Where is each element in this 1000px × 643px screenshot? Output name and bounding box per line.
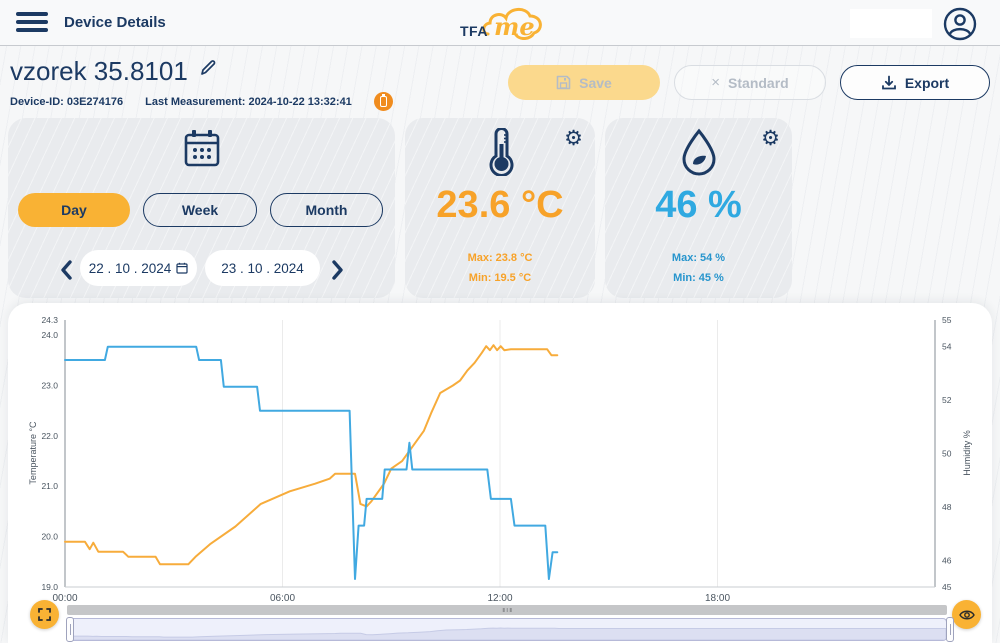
humidity-max: Max: 54 % <box>605 252 792 264</box>
calendar-small-icon[interactable] <box>176 262 188 274</box>
temperature-settings-gear-icon[interactable]: ⚙ <box>564 127 583 150</box>
humidity-card: ⚙ 46 % Max: 54 % Min: 45 % <box>605 118 792 298</box>
humidity-min: Min: 45 % <box>605 272 792 284</box>
humidity-value: 46 % <box>655 184 742 226</box>
temperature-max: Max: 23.8 °C <box>405 252 595 264</box>
menu-icon[interactable] <box>16 12 48 34</box>
top-bar: Device Details TFA me <box>0 0 1000 46</box>
export-label: Export <box>904 74 950 91</box>
calendar-icon <box>184 130 219 167</box>
series-temperature <box>64 344 559 566</box>
header-blank-panel <box>850 9 932 38</box>
device-meta-row: Device-ID: 03E274176 Last Measurement: 2… <box>10 92 393 111</box>
save-button[interactable]: Save <box>508 65 660 100</box>
last-measurement: Last Measurement: 2024-10-22 13:32:41 <box>145 95 352 108</box>
svg-text:20.0: 20.0 <box>41 532 58 542</box>
navigator-right-handle[interactable] <box>946 617 954 642</box>
standard-button[interactable]: × Standard <box>674 65 826 100</box>
series-humidity <box>64 345 559 580</box>
temperature-min-label: Min: <box>468 272 492 284</box>
expand-corners-icon <box>38 608 51 621</box>
close-icon: × <box>711 74 721 91</box>
humidity-settings-gear-icon[interactable]: ⚙ <box>761 127 780 150</box>
standard-label: Standard <box>728 74 789 91</box>
svg-text:12:00: 12:00 <box>487 593 512 603</box>
page-title: Device Details <box>64 14 166 31</box>
tab-week[interactable]: Week <box>143 193 257 227</box>
period-card: Day Week Month 22 . 10 . 2024 23 . 10 . … <box>8 118 395 298</box>
humidity-min-label: Min: <box>673 272 696 284</box>
svg-text:18:00: 18:00 <box>705 593 730 603</box>
date-to-input[interactable]: 23 . 10 . 2024 <box>205 250 320 286</box>
svg-text:55: 55 <box>942 315 952 325</box>
logo-tfa-text: TFA <box>460 23 488 39</box>
humidity-max-value: 54 % <box>699 252 726 264</box>
device-name: vzorek 35.8101 <box>10 56 188 86</box>
svg-text:52: 52 <box>942 395 952 405</box>
next-day-chevron[interactable] <box>326 258 348 282</box>
navigator-left-handle[interactable] <box>66 617 74 642</box>
temperature-max-label: Max: <box>467 252 493 264</box>
temperature-min: Min: 19.5 °C <box>405 272 595 284</box>
svg-text:24.0: 24.0 <box>41 330 58 340</box>
svg-text:50: 50 <box>942 449 952 459</box>
profile-icon[interactable] <box>943 7 977 41</box>
droplet-icon <box>681 128 716 176</box>
svg-text:06:00: 06:00 <box>270 593 295 603</box>
save-label: Save <box>579 74 612 91</box>
navigator-preview <box>68 627 946 640</box>
svg-text:46: 46 <box>942 555 952 565</box>
chart-card: 24.3 24.0 23.0 22.0 21.0 20.0 19.0 Temperature … <box>8 303 992 643</box>
humidity-min-value: 45 % <box>698 272 724 284</box>
svg-text:00:00: 00:00 <box>52 593 77 603</box>
svg-text:Temperature °C: Temperature °C <box>28 421 38 485</box>
toggle-visibility-button[interactable] <box>952 600 981 629</box>
action-buttons: Save × Standard Export <box>508 65 990 100</box>
chart-scrollbar[interactable] <box>67 605 947 615</box>
scrollbar-grip-icon[interactable] <box>502 608 512 612</box>
tab-day[interactable]: Day <box>18 193 130 227</box>
download-icon <box>881 75 896 89</box>
cloud-icon <box>482 8 542 40</box>
date-from-input[interactable]: 22 . 10 . 2024 <box>80 250 197 286</box>
pencil-icon[interactable] <box>200 59 217 76</box>
reset-zoom-button[interactable] <box>30 600 59 629</box>
temperature-min-value: 19.5 °C <box>494 272 532 284</box>
svg-text:23.0: 23.0 <box>41 380 58 390</box>
date-to-value: 23 . 10 . 2024 <box>221 260 304 276</box>
svg-text:22.0: 22.0 <box>41 431 58 441</box>
chart-range-navigator[interactable] <box>67 618 947 641</box>
date-from-value: 22 . 10 . 2024 <box>88 260 172 276</box>
export-button[interactable]: Export <box>840 65 990 100</box>
tab-month[interactable]: Month <box>270 193 383 227</box>
svg-text:48: 48 <box>942 502 952 512</box>
temperature-max-value: 23.8 °C <box>495 252 533 264</box>
thermometer-icon <box>489 128 514 176</box>
svg-text:24.3: 24.3 <box>41 315 58 325</box>
svg-text:Humidity %: Humidity % <box>962 430 972 476</box>
device-id: Device-ID: 03E274176 <box>10 95 124 108</box>
svg-text:21.0: 21.0 <box>41 481 58 491</box>
svg-text:19.0: 19.0 <box>41 582 58 592</box>
logo-me-text: me <box>494 12 535 41</box>
device-title-row: vzorek 35.8101 <box>10 56 217 87</box>
svg-text:45: 45 <box>942 582 952 592</box>
prev-day-chevron[interactable] <box>56 258 78 282</box>
tfa-me-logo: TFA me <box>452 4 562 44</box>
battery-status-icon <box>373 92 393 111</box>
svg-text:54: 54 <box>942 342 952 352</box>
eye-icon <box>958 610 975 619</box>
floppy-icon <box>556 75 571 90</box>
humidity-max-label: Max: <box>671 252 697 264</box>
temperature-card: ⚙ 23.6 °C Max: 23.8 °C Min: 19.5 °C <box>405 118 595 298</box>
temperature-value: 23.6 °C <box>436 184 564 226</box>
chart-svg: 24.3 24.0 23.0 22.0 21.0 20.0 19.0 Temperature … <box>28 315 972 603</box>
